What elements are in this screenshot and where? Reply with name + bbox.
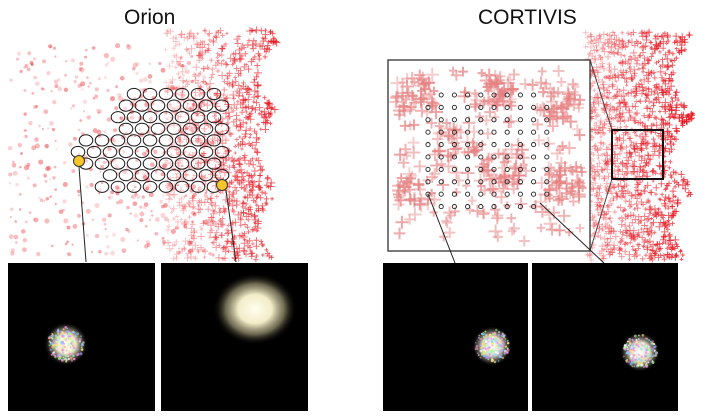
cortivis-percept-image-right bbox=[532, 263, 678, 411]
percept-color-speckle bbox=[474, 328, 510, 364]
cortivis-percept-image-left bbox=[383, 263, 528, 411]
orion-percept-image-left bbox=[8, 263, 155, 411]
cortivis-electrode-array bbox=[425, 92, 550, 210]
orion-phosphene-map bbox=[7, 26, 281, 263]
cortivis-callout-line-right bbox=[539, 202, 605, 264]
zoom-connector-top bbox=[589, 59, 613, 131]
cortivis-callout-line-left bbox=[427, 193, 456, 264]
cortivis-phosphene-crosses bbox=[389, 65, 587, 247]
orion-phosphene-scatter bbox=[7, 43, 212, 257]
orion-percept-image-right bbox=[161, 263, 308, 411]
orion-highlighted-electrode-right bbox=[216, 179, 228, 191]
orion-title: Orion bbox=[124, 6, 176, 29]
cortivis-zoom-inset bbox=[387, 59, 605, 264]
cortivis-dense-phosphenes bbox=[581, 28, 696, 263]
orion-dense-phosphenes bbox=[162, 26, 281, 263]
orion-highlighted-electrode-left bbox=[73, 155, 85, 167]
orion-callout-line-left bbox=[78, 166, 87, 263]
cortivis-phosphene-map bbox=[581, 28, 696, 263]
percept-color-speckle bbox=[47, 326, 85, 363]
zoom-region-box bbox=[611, 129, 664, 180]
orion-electrode-grid bbox=[70, 87, 230, 193]
percept-color-speckle bbox=[622, 334, 658, 369]
orion-callout-line-right bbox=[225, 189, 237, 263]
cortivis-title: CORTIVIS bbox=[478, 6, 577, 29]
zoom-connector-bottom bbox=[589, 178, 613, 252]
